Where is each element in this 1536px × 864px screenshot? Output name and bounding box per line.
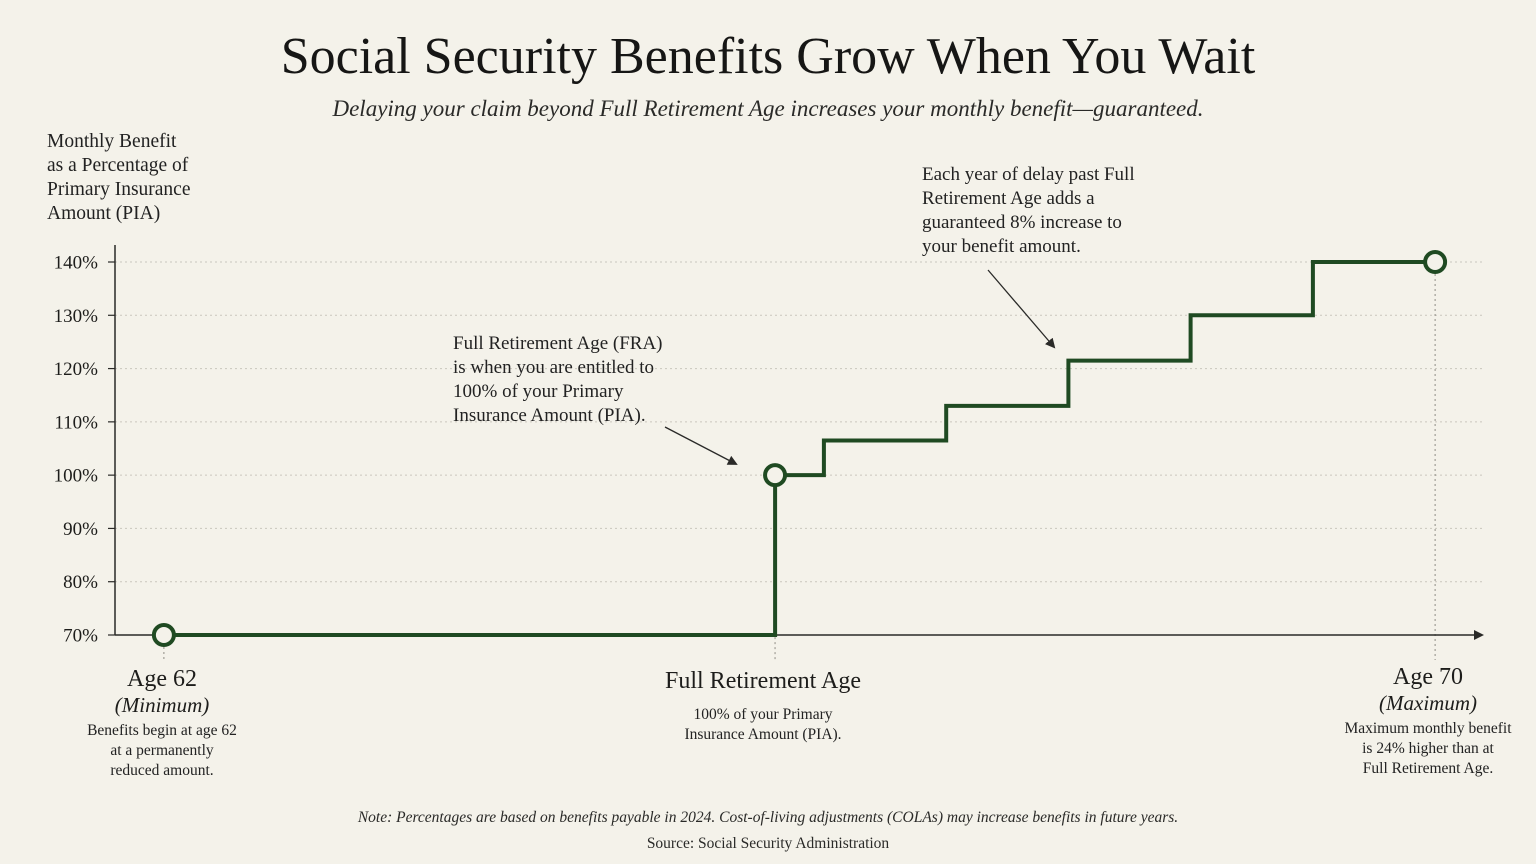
x-label-fra: Full Retirement Age 100% of your Primary… bbox=[613, 667, 913, 745]
series-lines bbox=[163, 260, 1436, 637]
description-line: at a permanently bbox=[110, 742, 214, 759]
guide-lines bbox=[163, 274, 1436, 660]
y-axis-label-line: Amount (PIA) bbox=[47, 203, 161, 224]
chart-subtitle: Delaying your claim beyond Full Retireme… bbox=[332, 96, 1204, 121]
delay-annotation-arrow bbox=[987, 269, 1056, 349]
x-label-age62: Age 62 (Minimum) Benefits begin at age 6… bbox=[62, 665, 262, 781]
x-label-age70: Age 70 (Maximum) Maximum monthly benefit… bbox=[1318, 663, 1536, 779]
annotation-line: your benefit amount. bbox=[922, 236, 1081, 257]
delay-annotation: Each year of delay past Full Retirement … bbox=[922, 163, 1172, 259]
y-axis-label-line: as a Percentage of bbox=[47, 155, 189, 176]
y-tick-label: 120% bbox=[54, 359, 99, 380]
x-label-sub: (Minimum) bbox=[114, 693, 210, 717]
annotation-line: is when you are entitled to bbox=[453, 357, 655, 378]
description-line: 100% of your Primary bbox=[693, 706, 833, 723]
annotation-line: Retirement Age adds a bbox=[922, 188, 1095, 209]
description-line: is 24% higher than at bbox=[1362, 740, 1494, 757]
annotation-line: Insurance Amount (PIA). bbox=[453, 405, 646, 426]
fra-annotation-arrow bbox=[664, 426, 738, 465]
y-tick-label: 110% bbox=[54, 412, 98, 433]
x-label-main: Age 62 bbox=[127, 666, 197, 692]
annotation-line: Each year of delay past Full bbox=[922, 164, 1135, 185]
y-tick-label: 90% bbox=[63, 519, 98, 540]
y-tick-label: 80% bbox=[63, 572, 98, 593]
benefit-step-line bbox=[163, 260, 1436, 637]
description-line: reduced amount. bbox=[110, 762, 214, 779]
y-tick-label: 100% bbox=[54, 466, 99, 487]
data-point-marker bbox=[151, 623, 176, 647]
chart-title: Social Security Benefits Grow When You W… bbox=[280, 28, 1256, 85]
fra-annotation: Full Retirement Age (FRA) is when you ar… bbox=[453, 332, 693, 428]
y-axis-label-line: Monthly Benefit bbox=[47, 131, 177, 152]
annotation-line: guaranteed 8% increase to bbox=[922, 212, 1122, 233]
x-label-description: Benefits begin at age 62 at a permanentl… bbox=[62, 721, 262, 781]
x-label-sub: (Maximum) bbox=[1379, 691, 1477, 715]
markers bbox=[151, 250, 1448, 647]
y-axis-label-line: Primary Insurance bbox=[47, 179, 191, 200]
chart-note: Note: Percentages are based on benefits … bbox=[357, 809, 1179, 826]
description-line: Insurance Amount (PIA). bbox=[684, 726, 842, 743]
data-point-marker bbox=[763, 463, 788, 488]
description-line: Maximum monthly benefit bbox=[1344, 720, 1512, 737]
annotation-line: Full Retirement Age (FRA) bbox=[453, 333, 663, 354]
data-point-marker bbox=[1423, 250, 1448, 274]
description-line: Benefits begin at age 62 bbox=[87, 722, 237, 739]
grid-lines bbox=[115, 261, 1482, 583]
x-label-main: Full Retirement Age bbox=[665, 668, 861, 694]
y-tick-label: 130% bbox=[54, 306, 99, 327]
annotation-arrows bbox=[664, 269, 1056, 465]
annotation-line: 100% of your Primary bbox=[453, 381, 624, 402]
x-label-description: Maximum monthly benefit is 24% higher th… bbox=[1318, 719, 1536, 779]
y-tick-label: 70% bbox=[63, 626, 98, 647]
description-line: Full Retirement Age. bbox=[1362, 760, 1494, 777]
chart-source: Source: Social Security Administration bbox=[646, 835, 890, 852]
y-tick-label: 140% bbox=[54, 253, 99, 274]
y-tick-labels: 70% 80% 90% 100% 110% 120% 130% 140% bbox=[54, 253, 99, 647]
y-axis-label: Monthly Benefit as a Percentage of Prima… bbox=[47, 130, 247, 226]
x-label-main: Age 70 bbox=[1393, 664, 1463, 690]
x-label-description: 100% of your Primary Insurance Amount (P… bbox=[613, 705, 913, 745]
axes bbox=[108, 245, 1484, 640]
